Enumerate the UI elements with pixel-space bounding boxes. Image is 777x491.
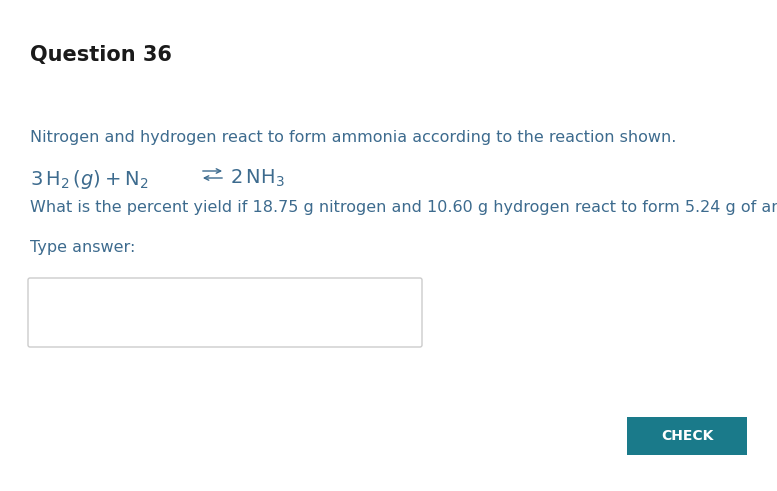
FancyBboxPatch shape [28,278,422,347]
Text: What is the percent yield if 18.75 g nitrogen and 10.60 g hydrogen react to form: What is the percent yield if 18.75 g nit… [30,200,777,215]
Text: Nitrogen and hydrogen react to form ammonia according to the reaction shown.: Nitrogen and hydrogen react to form ammo… [30,130,676,145]
Text: $2\,\mathrm{NH_3}$: $2\,\mathrm{NH_3}$ [230,168,284,190]
Text: $3\,\mathrm{H_2}\,(g) + \mathrm{N_2}$: $3\,\mathrm{H_2}\,(g) + \mathrm{N_2}$ [30,168,148,191]
Text: Type answer:: Type answer: [30,240,135,255]
Text: CHECK: CHECK [660,429,713,443]
FancyBboxPatch shape [627,417,747,455]
Text: Question 36: Question 36 [30,45,172,65]
